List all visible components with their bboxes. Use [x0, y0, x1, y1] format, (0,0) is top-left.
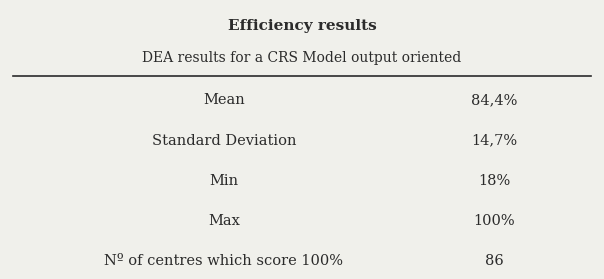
Text: DEA results for a CRS Model output oriented: DEA results for a CRS Model output orien… — [143, 51, 461, 65]
Text: 100%: 100% — [474, 214, 515, 228]
Text: Mean: Mean — [203, 93, 245, 107]
Text: Efficiency results: Efficiency results — [228, 19, 376, 33]
Text: Max: Max — [208, 214, 240, 228]
Text: 84,4%: 84,4% — [471, 93, 518, 107]
Text: Nº of centres which score 100%: Nº of centres which score 100% — [104, 254, 343, 268]
Text: 18%: 18% — [478, 174, 510, 187]
Text: Standard Deviation: Standard Deviation — [152, 134, 296, 148]
Text: Min: Min — [209, 174, 239, 187]
Text: 14,7%: 14,7% — [471, 134, 518, 148]
Text: 86: 86 — [485, 254, 504, 268]
